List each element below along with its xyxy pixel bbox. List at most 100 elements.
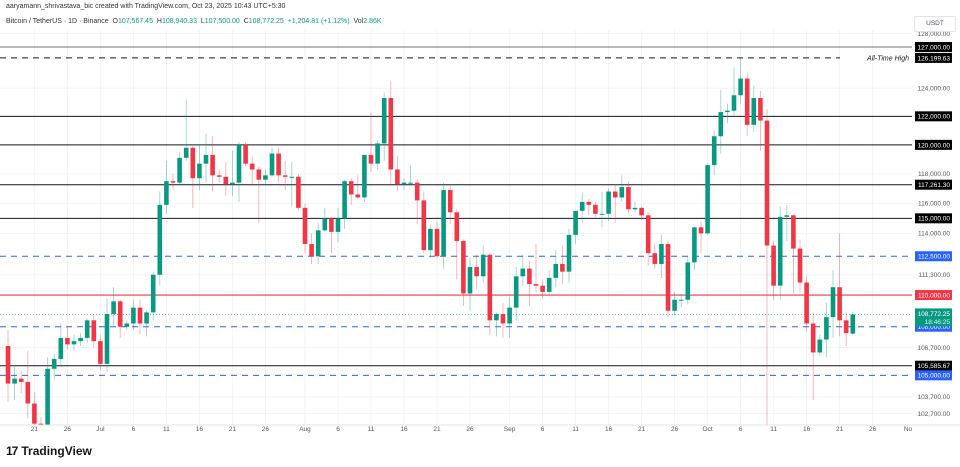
candle-up [553,263,559,278]
level-price-label: 110,000.00 [918,292,950,299]
candle-down [421,200,427,251]
candle-down [25,381,31,404]
candle-down [645,215,651,254]
candle-up [546,277,552,292]
candle-down [758,98,763,121]
candle-up [672,299,677,311]
candle-up [850,314,856,334]
candle-down [309,244,314,257]
time-tick-label: 11 [163,426,170,433]
candle-up [566,234,572,272]
candle-up [203,154,209,164]
candle-up [718,112,724,137]
level-price-tag [915,42,952,52]
candle-down [170,181,176,183]
candle-up [236,144,242,183]
candle-up [263,175,268,180]
time-tick-label: 21 [836,426,844,433]
candle-up [494,313,499,321]
candle-up [269,153,275,176]
candle-up [606,191,611,214]
candle-down [117,301,123,327]
candle-up [692,227,697,263]
price-tick-label: 102,700.00 [917,411,950,418]
last-price-label: 108,772.25 [917,311,950,318]
candle-down [65,337,70,345]
candle-down [296,176,301,208]
level-price-label: 105,000.00 [917,373,950,380]
candle-up [777,216,783,286]
candle-down [652,253,658,264]
time-tick-label: 26 [869,426,877,433]
candle-down [837,287,842,321]
time-tick-label: Jul [96,426,105,433]
candle-down [843,320,849,334]
time-tick-label: Aug [299,426,311,433]
symbol-name[interactable]: Bitcoin / TetherUS · 1D · Binance [6,18,109,25]
low-value: 107,500.00 [204,18,240,25]
level-price-tag [915,370,952,381]
currency-button[interactable]: USDT [914,16,956,32]
level-price-tag [915,321,952,332]
label-bg [840,52,910,63]
time-tick-label: 16 [803,426,811,433]
candle-down [764,120,770,246]
tradingview-brand[interactable]: 17 TradingView [6,444,92,458]
candle-down [461,240,466,294]
horizontal-levels[interactable]: All-Time High [0,46,912,376]
candle-up [289,176,295,178]
price-tick-label: 118,000.00 [918,171,950,178]
candle-down [454,212,460,241]
candle-down [210,154,215,176]
tradingview-logo-icon: 17 [6,444,18,458]
price-tick-label: 124,000.00 [917,86,950,93]
candle-down [593,204,598,214]
candle-down [355,194,361,198]
candle-up [784,215,790,217]
time-tick-label: 26 [671,426,679,433]
level-price-tag [915,290,952,301]
time-tick-label: 21 [433,426,441,433]
candle-down [434,228,440,257]
candle-up [58,337,64,359]
candle-up [830,287,836,318]
candle-up [824,317,829,340]
level-price-label: 120,000.00 [917,142,950,149]
candle-down [329,218,334,232]
candle-down [348,181,354,195]
time-tick-label: 21 [31,426,39,433]
level-price-label: 115,000.00 [918,216,950,223]
time-tick-label: 6 [132,426,136,433]
candle-up [150,274,156,313]
candle-up [342,181,347,219]
level-price-tag [915,179,952,190]
candle-up [335,218,341,232]
candle-up [104,313,110,364]
level-price-label: 126,199.63 [917,55,950,62]
level-price-label: 127,000.00 [917,44,950,51]
candle-down [698,227,704,234]
candle-up [84,320,90,338]
candle-up [362,154,367,198]
candle-down [527,268,532,285]
candle-down [626,187,631,210]
candles [5,57,856,425]
candle-up [45,368,50,425]
time-axis[interactable]: 21 26 Jul 6 11 16 21 26 Aug 6 11 16 21 26 Sep 6 11 16 21 26… [0,424,960,433]
candle-up [144,312,149,324]
time-tick-label: No [904,426,913,433]
candle-down [665,244,671,311]
candle-up [157,204,163,275]
candle-down [18,378,24,382]
candle-up [441,190,446,257]
time-tick-label: 26 [466,426,474,433]
brand-name: TradingView [21,444,92,458]
candle-down [744,78,750,125]
time-tick-label: 6 [739,426,743,433]
candle-up [467,267,473,294]
candle-down [771,245,776,286]
candle-up [520,268,526,277]
bar-countdown: 18:46:25 [925,319,951,326]
candlestick-chart[interactable]: All-Time High 128,000.00 124,000.00 118,00… [0,0,960,440]
candle-up [164,181,169,205]
